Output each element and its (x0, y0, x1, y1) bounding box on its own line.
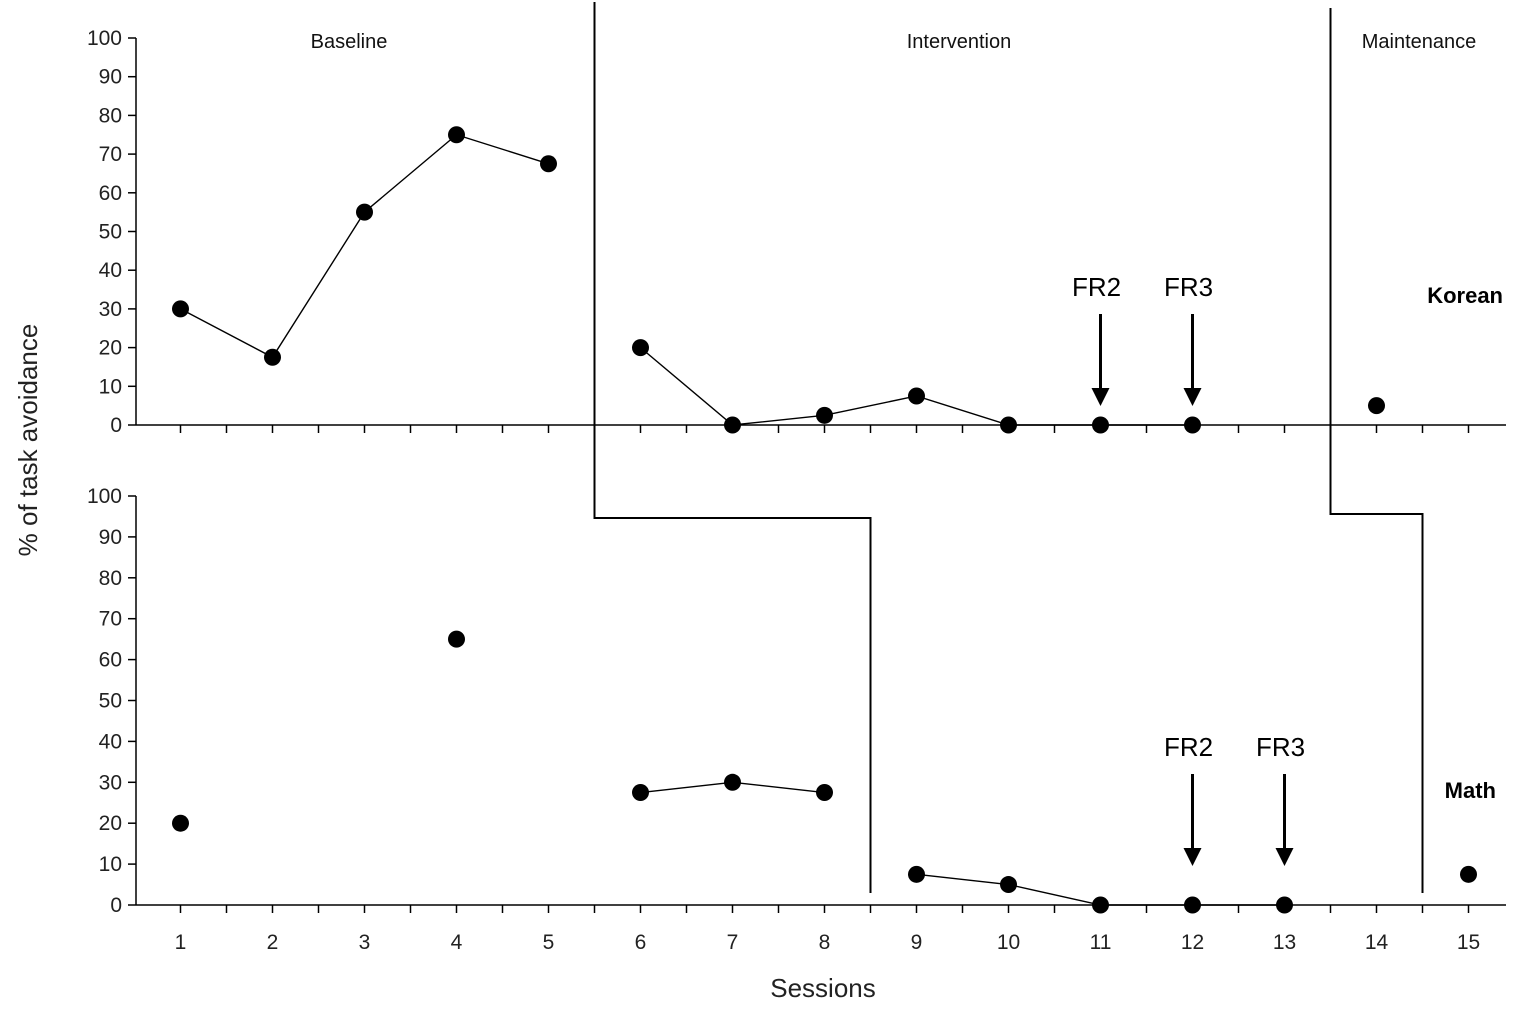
data-point (448, 630, 465, 648)
x-tick-label: 1 (175, 931, 187, 954)
x-tick-label: 12 (1181, 931, 1204, 954)
y-tick-label: 100 (87, 485, 122, 508)
x-tick-label: 8 (819, 931, 831, 954)
y-axis-title: % of task avoidance (13, 324, 43, 557)
annotation-label: FR3 (1164, 272, 1213, 302)
data-point (1460, 865, 1477, 883)
data-point (1184, 896, 1201, 914)
y-tick-label: 40 (99, 259, 122, 282)
panel-label: Korean (1427, 283, 1503, 308)
y-tick-label: 50 (99, 221, 122, 244)
phase-label: Intervention (907, 31, 1012, 53)
x-tick-label: 15 (1457, 931, 1480, 954)
axes-layer: 0 10 20 30 40 50 60 70 80 90 100 0 10 20 30 40 50 60 70 80 9… (87, 27, 1506, 954)
y-tick-label: 80 (99, 567, 122, 590)
data-point (1092, 416, 1109, 434)
y-tick-label: 50 (99, 690, 122, 713)
data-point (1000, 876, 1017, 894)
annotation-label: FR2 (1072, 272, 1121, 302)
y-tick-label: 90 (99, 526, 122, 549)
y-tick-label: 40 (99, 730, 122, 753)
data-point (816, 406, 833, 424)
y-tick-label: 0 (110, 894, 122, 917)
data-point (1092, 896, 1109, 914)
y-tick-label: 30 (99, 771, 122, 794)
y-tick-label: 70 (99, 608, 122, 631)
x-tick-label: 13 (1273, 931, 1296, 954)
data-point (632, 339, 649, 357)
y-tick-label: 20 (99, 337, 122, 360)
data-point (264, 348, 281, 366)
data-point (172, 814, 189, 832)
phase-label: Maintenance (1362, 31, 1477, 53)
data-point (908, 865, 925, 883)
y-tick-label: 0 (110, 414, 122, 437)
y-tick-label: 70 (99, 143, 122, 166)
annotation-arrow-head (1091, 388, 1110, 406)
x-tick-label: 2 (267, 931, 279, 954)
x-tick-label: 10 (997, 931, 1020, 954)
x-tick-label: 4 (451, 931, 463, 954)
data-point (172, 300, 189, 318)
y-tick-label: 10 (99, 375, 122, 398)
x-tick-label: 9 (911, 931, 923, 954)
data-point (1368, 397, 1385, 415)
x-tick-label: 7 (727, 931, 739, 954)
y-tick-label: 60 (99, 182, 122, 205)
annotation-arrow-head (1183, 848, 1202, 866)
y-tick-label: 60 (99, 649, 122, 672)
x-tick-label: 14 (1365, 931, 1389, 954)
x-tick-label: 11 (1090, 931, 1112, 954)
data-point (816, 784, 833, 802)
x-tick-label: 6 (635, 931, 647, 954)
phase-change-line (593, 2, 872, 893)
y-tick-label: 100 (87, 27, 122, 50)
data-point (540, 155, 557, 173)
x-axis-title: Sessions (770, 973, 876, 1003)
series-line (180, 133, 549, 359)
annotation-arrow-head (1275, 848, 1294, 866)
y-tick-label: 20 (99, 812, 122, 835)
phase-lines-layer (593, 2, 1424, 893)
y-tick-label: 80 (99, 104, 122, 127)
series-line (640, 347, 1193, 426)
data-point (1000, 416, 1017, 434)
phase-change-line (1329, 8, 1424, 893)
annotation-label: FR2 (1164, 732, 1213, 762)
data-point (1276, 896, 1293, 914)
data-point (724, 416, 741, 434)
annotation-label: FR3 (1256, 732, 1305, 762)
phase-label: Baseline (311, 31, 388, 53)
data-point (724, 773, 741, 791)
x-tick-label: 3 (359, 931, 371, 954)
data-layer (172, 126, 1477, 914)
data-point (632, 784, 649, 802)
text-layer: FR2 FR3 Korean FR2 FR3 Math Baseline Interventi… (13, 31, 1503, 1003)
x-tick-label: 5 (543, 931, 555, 954)
data-point (448, 126, 465, 144)
y-tick-label: 30 (99, 298, 122, 321)
data-point (356, 203, 373, 221)
y-tick-label: 10 (99, 853, 122, 876)
data-point (908, 387, 925, 405)
panel-label: Math (1445, 778, 1496, 803)
annotation-arrow-head (1183, 388, 1202, 406)
y-tick-label: 90 (99, 66, 122, 89)
data-point (1184, 416, 1201, 434)
